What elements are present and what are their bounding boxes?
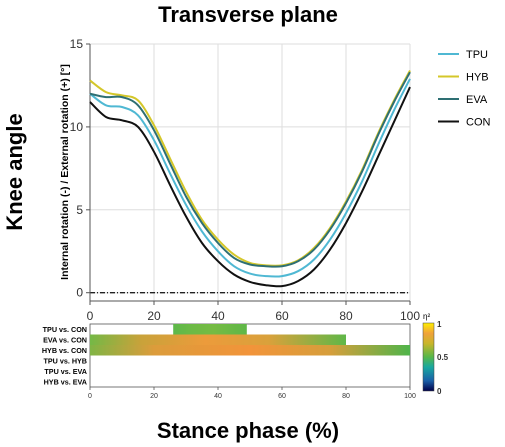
series-line-tpu bbox=[89, 78, 411, 278]
line-plot-area: 0 20 40 60 80 100 0 5 10 15 bbox=[70, 37, 421, 323]
heatmap-row-label: TPU vs. HYB bbox=[43, 357, 87, 366]
x-tick-label: 0 bbox=[87, 309, 94, 323]
colorbar-tick-max: 1 bbox=[437, 320, 442, 329]
x-tick-label: 100 bbox=[400, 309, 420, 323]
heatmap-row-label: EVA vs. CON bbox=[43, 336, 87, 345]
heatmap-row-label: HYB vs. CON bbox=[42, 346, 87, 355]
x-tick-label: 80 bbox=[339, 309, 353, 323]
heatmap-x-tick-label: 100 bbox=[404, 393, 416, 400]
figure-ylabel: Knee angle bbox=[2, 113, 27, 230]
colorbar: η² 1 0.5 0 bbox=[422, 312, 449, 396]
x-axis-label: Stance phase (%) bbox=[157, 418, 339, 443]
heatmap-x-tick-label: 20 bbox=[150, 393, 158, 400]
y-axis-label: Internal rotation (-) / External rotatio… bbox=[59, 64, 71, 280]
heatmap-x-tick-label: 60 bbox=[278, 393, 286, 400]
y-tick-label: 15 bbox=[70, 37, 84, 51]
series-line-eva bbox=[89, 71, 411, 268]
legend: TPU HYB EVA CON bbox=[438, 49, 491, 129]
legend-label-con: CON bbox=[466, 117, 491, 129]
colorbar-label: η² bbox=[423, 312, 430, 321]
y-tick-label: 10 bbox=[70, 120, 84, 134]
heatmap-x-tick-label: 0 bbox=[88, 393, 92, 400]
heatmap-cell bbox=[90, 334, 346, 345]
heatmap-row-label: HYB vs. EVA bbox=[44, 378, 87, 387]
x-tick-label: 60 bbox=[275, 309, 289, 323]
y-tick-label: 0 bbox=[76, 286, 83, 300]
chart-title: Transverse plane bbox=[158, 2, 338, 27]
colorbar-tick-mid: 0.5 bbox=[437, 353, 449, 362]
heatmap-cell bbox=[173, 324, 247, 335]
heatmap-x-tick-label: 40 bbox=[214, 393, 222, 400]
colorbar-tick-min: 0 bbox=[437, 387, 442, 396]
x-tick-label: 40 bbox=[211, 309, 225, 323]
series-line-con bbox=[89, 86, 411, 288]
heatmap-x-tick-label: 80 bbox=[342, 393, 350, 400]
y-tick-label: 5 bbox=[76, 203, 83, 217]
colorbar-gradient bbox=[422, 322, 435, 392]
x-tick-label: 20 bbox=[147, 309, 161, 323]
legend-label-hyb: HYB bbox=[466, 72, 489, 84]
legend-label-eva: EVA bbox=[466, 94, 488, 106]
heatmap-row-label: TPU vs. CON bbox=[43, 325, 87, 334]
heatmap-row-label: TPU vs. EVA bbox=[44, 367, 87, 376]
series-line-hyb bbox=[89, 70, 411, 267]
legend-label-tpu: TPU bbox=[466, 49, 488, 61]
heatmap-cell bbox=[90, 345, 410, 356]
